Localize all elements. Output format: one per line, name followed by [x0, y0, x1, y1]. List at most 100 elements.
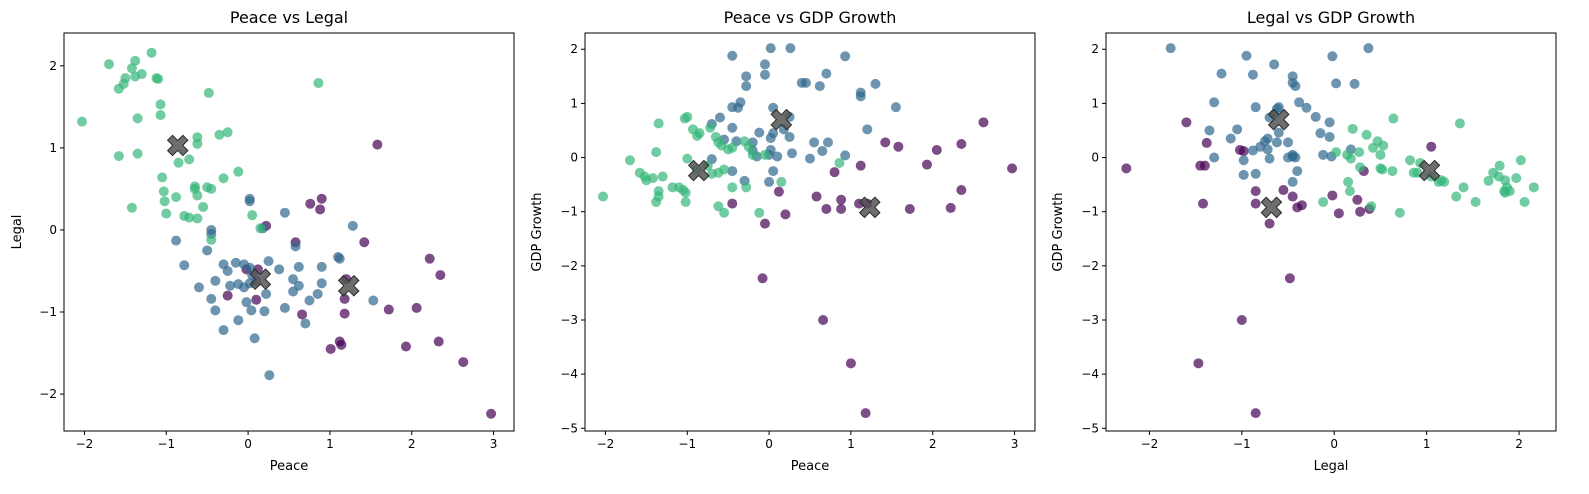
- data-point: [1378, 140, 1389, 151]
- data-point: [210, 275, 221, 286]
- data-point: [768, 166, 779, 177]
- data-point: [823, 137, 833, 148]
- data-point: [922, 159, 932, 170]
- data-point: [880, 137, 891, 148]
- data-point: [120, 73, 131, 84]
- data-point: [1007, 163, 1018, 174]
- data-point: [870, 78, 881, 89]
- data-point: [1519, 196, 1530, 207]
- y-axis-label: GDP Growth: [1051, 192, 1066, 271]
- data-point: [246, 305, 257, 316]
- data-point: [315, 204, 326, 215]
- data-point: [113, 151, 124, 162]
- data-point: [1458, 182, 1469, 193]
- data-point: [1499, 186, 1510, 197]
- data-point: [1262, 144, 1273, 155]
- data-point: [764, 176, 775, 187]
- data-point: [251, 294, 262, 305]
- data-point: [1271, 137, 1282, 148]
- data-point: [845, 358, 856, 369]
- data-point: [765, 43, 776, 54]
- data-point: [855, 91, 866, 102]
- data-point: [1209, 152, 1220, 163]
- data-point: [1345, 153, 1356, 164]
- data-point: [368, 295, 379, 306]
- data-point: [1451, 191, 1462, 202]
- data-point: [727, 50, 738, 61]
- data-point: [1355, 162, 1366, 173]
- points-group: [598, 43, 1018, 419]
- data-point: [1349, 78, 1360, 89]
- data-point: [347, 220, 358, 231]
- y-tick-label: −1: [39, 305, 57, 319]
- data-point: [1250, 408, 1261, 419]
- centroids-group: [687, 108, 881, 219]
- data-point: [264, 370, 275, 381]
- data-point: [715, 112, 725, 123]
- data-point: [836, 203, 847, 214]
- data-point: [1366, 201, 1377, 212]
- data-point: [713, 201, 724, 212]
- data-point: [126, 202, 137, 213]
- data-point: [1377, 164, 1388, 175]
- data-point: [862, 124, 873, 135]
- data-point: [1236, 314, 1247, 325]
- data-point: [244, 196, 255, 207]
- data-point: [325, 343, 336, 354]
- data-point: [1318, 149, 1329, 160]
- data-point: [1198, 198, 1209, 209]
- subplot-legal-vs-gdp-growth: Legal vs GDP Growth −2 −1 0 1 2 −5 −4 −3 −2 −1 0 1 2…: [1051, 8, 1557, 474]
- centroid-marker: [1267, 108, 1290, 131]
- data-point: [336, 339, 347, 350]
- data-point: [1426, 141, 1437, 152]
- data-point: [435, 270, 446, 281]
- data-point: [339, 308, 350, 319]
- data-point: [760, 59, 770, 70]
- data-point: [647, 173, 658, 184]
- data-point: [171, 235, 182, 246]
- data-point: [1296, 200, 1307, 211]
- y-tick-label: 2: [1091, 42, 1099, 56]
- data-point: [727, 198, 738, 209]
- data-point: [809, 137, 820, 148]
- data-point: [1269, 59, 1280, 70]
- data-point: [1352, 194, 1363, 205]
- data-point: [304, 295, 315, 306]
- data-point: [1165, 43, 1176, 54]
- x-axis-label: Peace: [270, 459, 309, 474]
- data-point: [1344, 186, 1355, 197]
- data-point: [297, 309, 308, 320]
- data-point: [692, 130, 703, 141]
- data-point: [855, 160, 866, 171]
- data-point: [757, 273, 768, 284]
- data-point: [171, 192, 182, 203]
- data-point: [233, 166, 244, 177]
- subplot-peace-vs-gdp-growth: Peace vs GDP Growth −2 −1 0 1 2 3 −5 −4 −3 −2 −1 0 1…: [530, 8, 1036, 474]
- data-point: [222, 127, 233, 138]
- data-point: [760, 149, 770, 160]
- data-point: [1284, 273, 1295, 284]
- data-point: [225, 280, 236, 291]
- data-point: [840, 51, 851, 62]
- data-point: [192, 138, 203, 149]
- data-point: [261, 288, 272, 299]
- data-point: [1273, 127, 1284, 138]
- x-tick-label: 2: [408, 437, 416, 451]
- centroid-marker: [166, 134, 189, 157]
- data-point: [312, 288, 323, 299]
- y-tick-label: 1: [1091, 96, 1099, 110]
- data-point: [1250, 198, 1261, 209]
- data-point: [411, 302, 422, 313]
- data-point: [811, 191, 822, 202]
- data-point: [458, 357, 469, 368]
- centroids-group: [166, 134, 360, 297]
- data-point: [893, 141, 904, 152]
- data-point: [233, 315, 244, 326]
- data-point: [1324, 117, 1335, 128]
- data-point: [1494, 160, 1505, 171]
- data-point: [206, 234, 217, 245]
- x-tick-label: 2: [1515, 437, 1523, 451]
- data-point: [206, 293, 217, 304]
- centroids-group: [1260, 108, 1441, 219]
